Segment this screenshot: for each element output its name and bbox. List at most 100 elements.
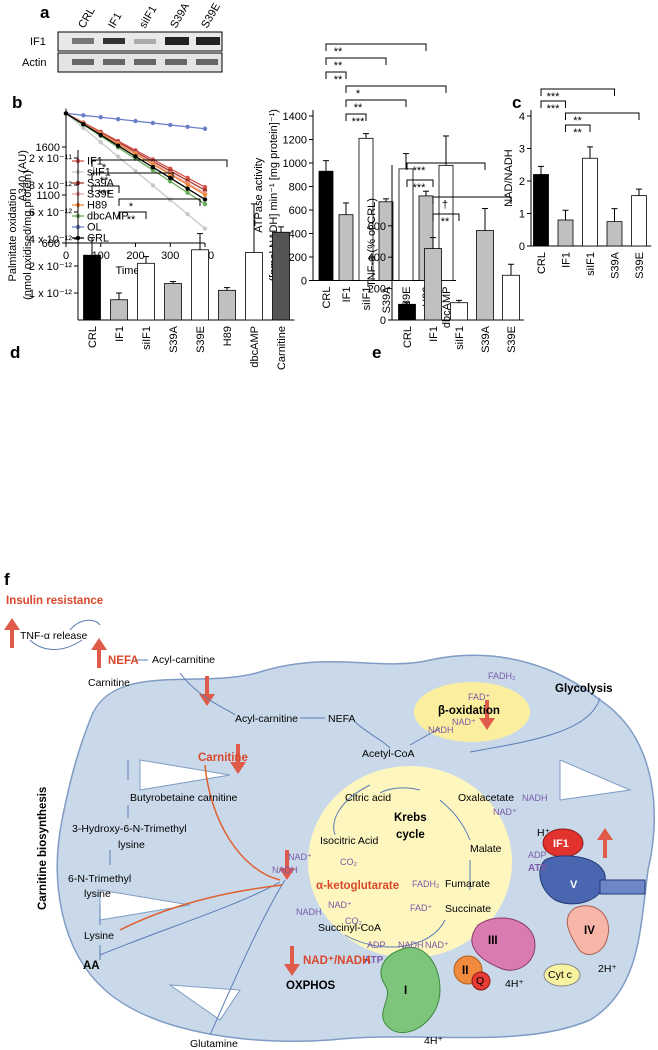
significance-bracket	[345, 99, 407, 107]
bar	[398, 168, 414, 281]
x-tick-label: 0	[63, 250, 69, 262]
legend-label: IF1	[87, 156, 103, 168]
significance-bracket	[325, 43, 427, 51]
x-tick-label: S39A	[381, 286, 393, 314]
legend-label: OL	[87, 222, 102, 234]
diagram-label: FADH₂	[412, 879, 440, 889]
diagram-label: V	[570, 879, 578, 891]
diagram-label: NADH	[296, 907, 322, 917]
diagram-label: OXPHOS	[286, 980, 336, 992]
point	[133, 118, 138, 124]
bar	[631, 195, 647, 247]
significance-label: ***	[413, 165, 427, 177]
x-tick-label: S39E	[195, 326, 207, 353]
diagram-label: α-ketoglutarate	[316, 880, 399, 892]
diagram-label: III	[488, 935, 498, 947]
diagram-label: NAD⁺	[328, 900, 352, 910]
significance-bracket	[325, 71, 347, 79]
diagram-label: I	[404, 985, 407, 997]
blot-lane-label: S39A	[168, 1, 192, 31]
significance-bracket	[118, 198, 201, 206]
diagram-label: 4H⁺	[505, 978, 524, 990]
diagram-label: ATP	[528, 863, 548, 874]
significance-bracket	[432, 213, 460, 221]
y-tick-label: 6 x 10⁻¹²	[29, 207, 72, 219]
diagram-label: 4H⁺	[424, 1035, 443, 1047]
significance-label: **	[441, 216, 450, 228]
diagram-label: CO₂	[340, 857, 358, 867]
panel-label: b	[12, 93, 22, 112]
y-tick-label: 4 x 10⁻¹²	[29, 234, 72, 246]
point	[81, 125, 86, 130]
significance-bracket	[345, 113, 367, 121]
point	[115, 154, 121, 159]
y-tick-label: 0	[380, 315, 386, 327]
diagram-label: 6-N-Trimethyl	[68, 873, 131, 885]
significance-label: **	[100, 175, 109, 187]
significance-label: †	[442, 199, 448, 211]
diagram-label: H⁺	[537, 827, 551, 839]
blot-lane-label: siIF1	[137, 4, 159, 31]
diagram-label: Glycolysis	[555, 683, 613, 695]
y-tick-label: 1	[519, 209, 525, 221]
point	[185, 124, 190, 130]
significance-bracket	[406, 162, 486, 170]
point	[202, 192, 208, 198]
diagram-label: Oxalacetate	[458, 792, 514, 804]
diagram-label: Fumarate	[445, 878, 490, 890]
significance-label: **	[334, 74, 343, 86]
diagram-label: Malate	[470, 843, 502, 855]
x-tick-label: 200	[126, 250, 144, 262]
diagram-label: NADH	[398, 940, 424, 950]
x-tick-label: 300	[161, 250, 179, 262]
x-tick-label: siIF1	[361, 287, 373, 311]
bar	[338, 214, 354, 281]
y-tick-label: 600	[289, 205, 307, 217]
point	[98, 140, 103, 145]
bar	[606, 221, 623, 247]
diagram-label: NEFA	[108, 655, 139, 667]
bar	[582, 157, 598, 247]
point	[98, 115, 103, 120]
y-tick-label: 1100	[36, 190, 60, 202]
blot-row-label: IF1	[30, 36, 46, 48]
diagram-label: AA	[83, 960, 100, 972]
point	[133, 154, 138, 159]
diagram-label: Succinyl-CoA	[318, 922, 381, 934]
diagram-label: NAD⁺	[288, 852, 312, 862]
y-tick-label: 400	[289, 229, 307, 241]
y-tick-label: 200	[368, 284, 386, 296]
y-tick-label: 1 x 10⁻¹²	[29, 288, 72, 300]
y-tick-label: 1600	[36, 142, 60, 154]
significance-label: **	[573, 127, 582, 139]
bar	[272, 231, 290, 321]
significance-label: **	[573, 115, 582, 127]
x-tick-label: Carnitine	[276, 326, 288, 370]
bar	[218, 289, 236, 321]
significance-label: *	[356, 88, 361, 100]
legend-label: S39E	[87, 189, 114, 201]
point	[115, 116, 121, 122]
significance-label: **	[334, 46, 343, 58]
diagram-label: Krebs	[394, 812, 427, 824]
point	[202, 201, 208, 207]
point	[81, 113, 86, 118]
diagram-label: cycle	[396, 829, 425, 841]
x-tick-label: siIF1	[141, 326, 153, 350]
point	[63, 111, 69, 116]
bar	[110, 299, 128, 321]
legend-label: dbcAMP	[87, 211, 129, 223]
y-tick-label: 2 x 10⁻¹²	[29, 261, 72, 273]
significance-label: ***	[98, 188, 112, 200]
point	[168, 197, 173, 202]
y-tick-label: 3	[519, 144, 525, 156]
y-tick-label: 800	[289, 182, 307, 194]
point	[202, 226, 208, 231]
significance-label: **	[127, 214, 136, 226]
diagram-label: Glutamine	[190, 1038, 238, 1050]
bar	[438, 164, 454, 281]
panel-label: f	[4, 570, 10, 589]
significance-bracket	[406, 179, 434, 187]
point	[185, 186, 190, 191]
